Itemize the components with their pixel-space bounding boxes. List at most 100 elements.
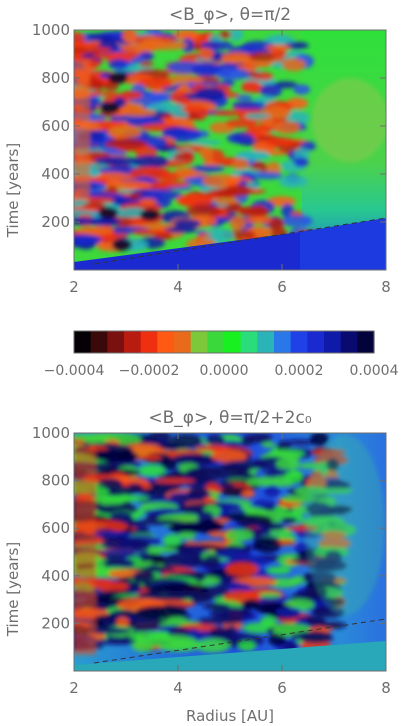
field-patch [74, 445, 96, 655]
field-patch [293, 84, 311, 95]
field-patch [163, 534, 182, 547]
colorbar-swatch [324, 331, 342, 353]
field-patch [239, 205, 270, 218]
field-patch [264, 106, 291, 120]
field-patch [265, 136, 296, 147]
field-patch [74, 60, 90, 200]
y-tick-label: 1000 [32, 21, 70, 39]
colorbar-swatch [74, 331, 92, 353]
field-patch [173, 219, 202, 229]
field-patch [229, 215, 247, 231]
colorbar-swatch [190, 331, 208, 353]
field-patch [246, 476, 279, 487]
field-patch [225, 118, 257, 128]
colorbar: −0.0004 −0.0002 0.0000 0.0002 0.0004 [44, 330, 399, 379]
field-patch [122, 30, 137, 44]
field-patch [211, 449, 248, 463]
y-tick-label: 1000 [32, 424, 70, 442]
field-patch [108, 72, 128, 84]
field-patch [259, 592, 281, 598]
field-patch [299, 633, 333, 644]
field-patch [219, 30, 232, 39]
field-patch [120, 109, 157, 117]
colorbar-swatch [90, 331, 108, 353]
field-patch [235, 94, 253, 101]
colorbar-tick-label: −0.0004 [44, 363, 105, 379]
field-patch [149, 634, 198, 649]
colorbar-scale [74, 331, 375, 353]
field-patch [263, 484, 281, 498]
field-patch [75, 226, 114, 236]
top-chart: <B_φ>, θ=π/2 2 4 6 8 200 400 600 800 1000 Time [… [4, 5, 391, 296]
colorbar-swatch [257, 331, 275, 353]
field-patch [158, 444, 187, 450]
field-patch [322, 621, 347, 630]
colorbar-swatch [240, 331, 258, 353]
x-axis-label: Radius [AU] [186, 707, 274, 725]
boundary-line [93, 217, 387, 265]
field-patch [178, 194, 214, 208]
field-patch [150, 557, 167, 565]
y-tick-label: 200 [41, 614, 70, 632]
field-patch [265, 44, 291, 51]
field-patch [266, 150, 286, 156]
x-tick-label: 6 [277, 278, 287, 296]
field-patch [162, 558, 200, 569]
field-patch [86, 79, 104, 92]
field-patch [91, 52, 139, 60]
field-patch [91, 531, 132, 538]
field-patch [226, 132, 255, 144]
field-patch [105, 138, 148, 152]
chart-title: <B_φ>, θ=π/2 [169, 5, 291, 25]
field-patch [275, 607, 302, 617]
field-patch [195, 518, 223, 534]
field-patch [86, 32, 113, 42]
field-patch [209, 607, 253, 620]
field-patch [266, 566, 291, 575]
field-patch [199, 146, 213, 160]
field-patch [281, 516, 298, 524]
field-patch [140, 37, 166, 51]
heatmap-area [74, 30, 386, 270]
colorbar-swatch [274, 331, 292, 353]
field-patch [173, 30, 200, 41]
colorbar-swatch [124, 331, 142, 353]
x-tick-label: 2 [69, 278, 79, 296]
field-patch [241, 80, 261, 92]
field-patch [278, 175, 308, 189]
x-tick-label: 8 [381, 278, 391, 296]
field-patch [253, 538, 282, 553]
field-patch [203, 554, 221, 570]
colorbar-swatch [107, 331, 125, 353]
x-tick-label: 8 [381, 679, 391, 697]
colorbar-swatch [307, 331, 325, 353]
field-patch [173, 152, 194, 161]
field-patch [140, 209, 160, 221]
field-patch [74, 434, 110, 441]
field-patch [198, 48, 214, 60]
field-patch [96, 581, 129, 592]
field-patch [153, 478, 196, 484]
field-patch [108, 58, 129, 71]
field-patch [293, 157, 309, 168]
field-patch [139, 454, 163, 461]
field-patch [94, 156, 139, 166]
field-patch [219, 52, 255, 66]
field-patch [178, 532, 196, 540]
field-patch [99, 549, 150, 555]
field-patch [209, 626, 233, 640]
field-patch [244, 113, 271, 120]
field-patch [98, 495, 150, 502]
y-tick-label: 400 [41, 567, 70, 585]
field-patch [232, 101, 267, 110]
field-patch [102, 619, 118, 626]
field-patch [87, 217, 121, 227]
colorbar-swatch [207, 331, 225, 353]
chart-title: <B_φ>, θ=π/2+2c₀ [148, 408, 312, 428]
y-tick-label: 800 [41, 472, 70, 490]
y-tick-label: 600 [41, 519, 70, 537]
x-tick-label: 6 [277, 679, 287, 697]
field-patch [161, 458, 177, 471]
field-patch [228, 30, 244, 42]
y-tick-label: 800 [41, 69, 70, 87]
